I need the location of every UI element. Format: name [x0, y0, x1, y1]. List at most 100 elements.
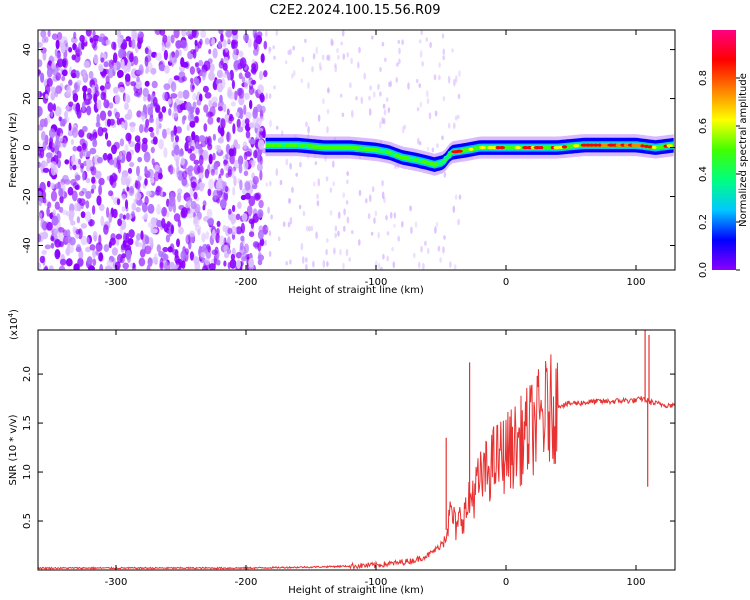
spectrogram-noise-cell [380, 266, 383, 270]
spectrogram-noise-cell [381, 191, 385, 200]
spectrogram-noise-cell [52, 209, 56, 217]
spectrogram-noise-cell [150, 146, 155, 154]
spectrogram-noise-cell [40, 72, 45, 83]
spectrogram-noise-cell [185, 30, 192, 37]
spectrogram-noise-cell [373, 91, 376, 98]
spectrogram-noise-cell [98, 177, 105, 186]
spectrogram-noise-cell [73, 202, 80, 212]
spectrogram-noise-cell [218, 235, 225, 245]
spectrogram-noise-cell [195, 107, 200, 115]
spectrogram-noise-cell [137, 31, 144, 39]
spectrogram-noise-cell [426, 90, 429, 98]
spectrogram-noise-cell [121, 59, 125, 70]
spectrogram-noise-cell [334, 65, 338, 73]
spectrogram-noise-cell [108, 241, 112, 249]
spectrogram-y-tick-label: 40 [22, 43, 33, 56]
spectrogram-noise-cell [104, 132, 109, 140]
spectrogram-noise-cell [131, 211, 135, 218]
spectrogram-noise-cell [256, 31, 263, 38]
spectrogram-noise-cell [108, 212, 113, 223]
spectrogram-noise-cell [93, 94, 97, 102]
spectrogram-noise-cell [161, 44, 166, 52]
spectrogram-noise-cell [322, 260, 326, 268]
spectrogram-noise-cell [144, 245, 152, 255]
spectrogram-noise-cell [442, 246, 445, 254]
spectrogram-noise-cell [451, 48, 454, 53]
spectrogram-noise-cell [144, 80, 150, 87]
spectrogram-noise-cell [268, 93, 272, 99]
spectrogram-noise-cell [163, 83, 171, 91]
spectrogram-noise-cell [76, 216, 81, 224]
spectrogram-noise-cell [111, 41, 116, 50]
spectrogram-noise-cell [76, 145, 82, 152]
spectrogram-noise-cell [208, 48, 212, 55]
spectrogram-noise-cell [289, 259, 292, 265]
spectrogram-noise-cell [147, 168, 154, 179]
spectrogram-noise-cell [87, 87, 92, 95]
spectrogram-noise-cell [85, 190, 92, 200]
spectrogram-noise-cell [192, 101, 197, 110]
spectrogram-noise-cell [39, 255, 45, 264]
spectrogram-noise-cell [112, 208, 118, 219]
spectrogram-noise-cell [55, 39, 60, 50]
spectrogram-noise-cell [158, 112, 164, 122]
ridge-peak-blob [272, 143, 280, 147]
ridge-peak-blob [666, 144, 673, 148]
spectrogram-noise-cell [330, 38, 334, 46]
ridge-peak-blob [538, 146, 544, 150]
spectrogram-noise-cell [384, 57, 387, 62]
spectrogram-noise-cell [269, 180, 272, 187]
spectrogram-noise-cell [99, 110, 107, 121]
spectrogram-noise-cell [373, 217, 376, 225]
spectrogram-noise-cell [115, 111, 120, 120]
spectrogram-noise-cell [194, 62, 199, 68]
spectrogram-noise-cell [442, 48, 446, 56]
spectrogram-noise-cell [260, 53, 265, 64]
spectrogram-noise-cell [231, 247, 236, 255]
spectrogram-noise-cell [345, 248, 349, 257]
spectrogram-noise-cell [291, 73, 294, 79]
spectrogram-noise-cell [44, 265, 49, 270]
spectrogram-noise-cell [164, 65, 170, 74]
spectrogram-noise-cell [340, 41, 344, 46]
spectrogram-noise-cell [136, 242, 143, 248]
spectrogram-noise-cell [103, 61, 109, 68]
spectrogram-noise-cell [158, 250, 164, 258]
spectrogram-noise-cell [231, 79, 235, 90]
spectrogram-noise-cell [238, 87, 245, 99]
spectrogram-noise-cell [443, 171, 447, 178]
spectrogram-noise-cell [99, 203, 105, 212]
spectrogram-noise-cell [71, 190, 78, 202]
spectrogram-noise-cell [113, 86, 119, 94]
spectrogram-noise-cell [200, 30, 207, 39]
spectrogram-noise-cell [269, 119, 272, 128]
spectrogram-noise-cell [125, 36, 132, 42]
spectrogram-noise-cell [68, 79, 73, 86]
spectrogram-noise-cell [434, 110, 438, 117]
snr-y-axis-label: SNR (10 * v/v) [8, 414, 19, 485]
spectrogram-noise-cell [142, 215, 147, 221]
spectrogram-noise-cell [130, 262, 133, 268]
spectrogram-noise-cell [162, 246, 169, 253]
spectrogram-noise-cell [56, 150, 62, 159]
spectrogram-noise-cell [129, 162, 135, 167]
spectrogram-noise-cell [326, 238, 329, 243]
spectrogram-noise-cell [293, 70, 296, 77]
spectrogram-noise-cell [222, 103, 227, 113]
spectrogram-noise-cell [259, 70, 263, 81]
spectrogram-noise-cell [242, 141, 248, 150]
spectrogram-noise-cell [313, 181, 316, 187]
spectrogram-noise-cell [38, 198, 42, 207]
ridge-peak-blob [468, 147, 474, 151]
spectrogram-y-tick-label: 0 [22, 144, 33, 150]
spectrogram-noise-cell [238, 50, 244, 58]
spectrogram-noise-cell [169, 196, 176, 207]
spectrogram-noise-cell [332, 160, 335, 168]
spectrogram-noise-cell [223, 260, 227, 267]
spectrogram-noise-cell [80, 211, 86, 219]
spectrogram-noise-cell [62, 209, 68, 216]
spectrogram-noise-cell [133, 55, 139, 66]
spectrogram-noise-cell [117, 30, 121, 39]
spectrogram-x-tick-label: -200 [235, 277, 258, 288]
